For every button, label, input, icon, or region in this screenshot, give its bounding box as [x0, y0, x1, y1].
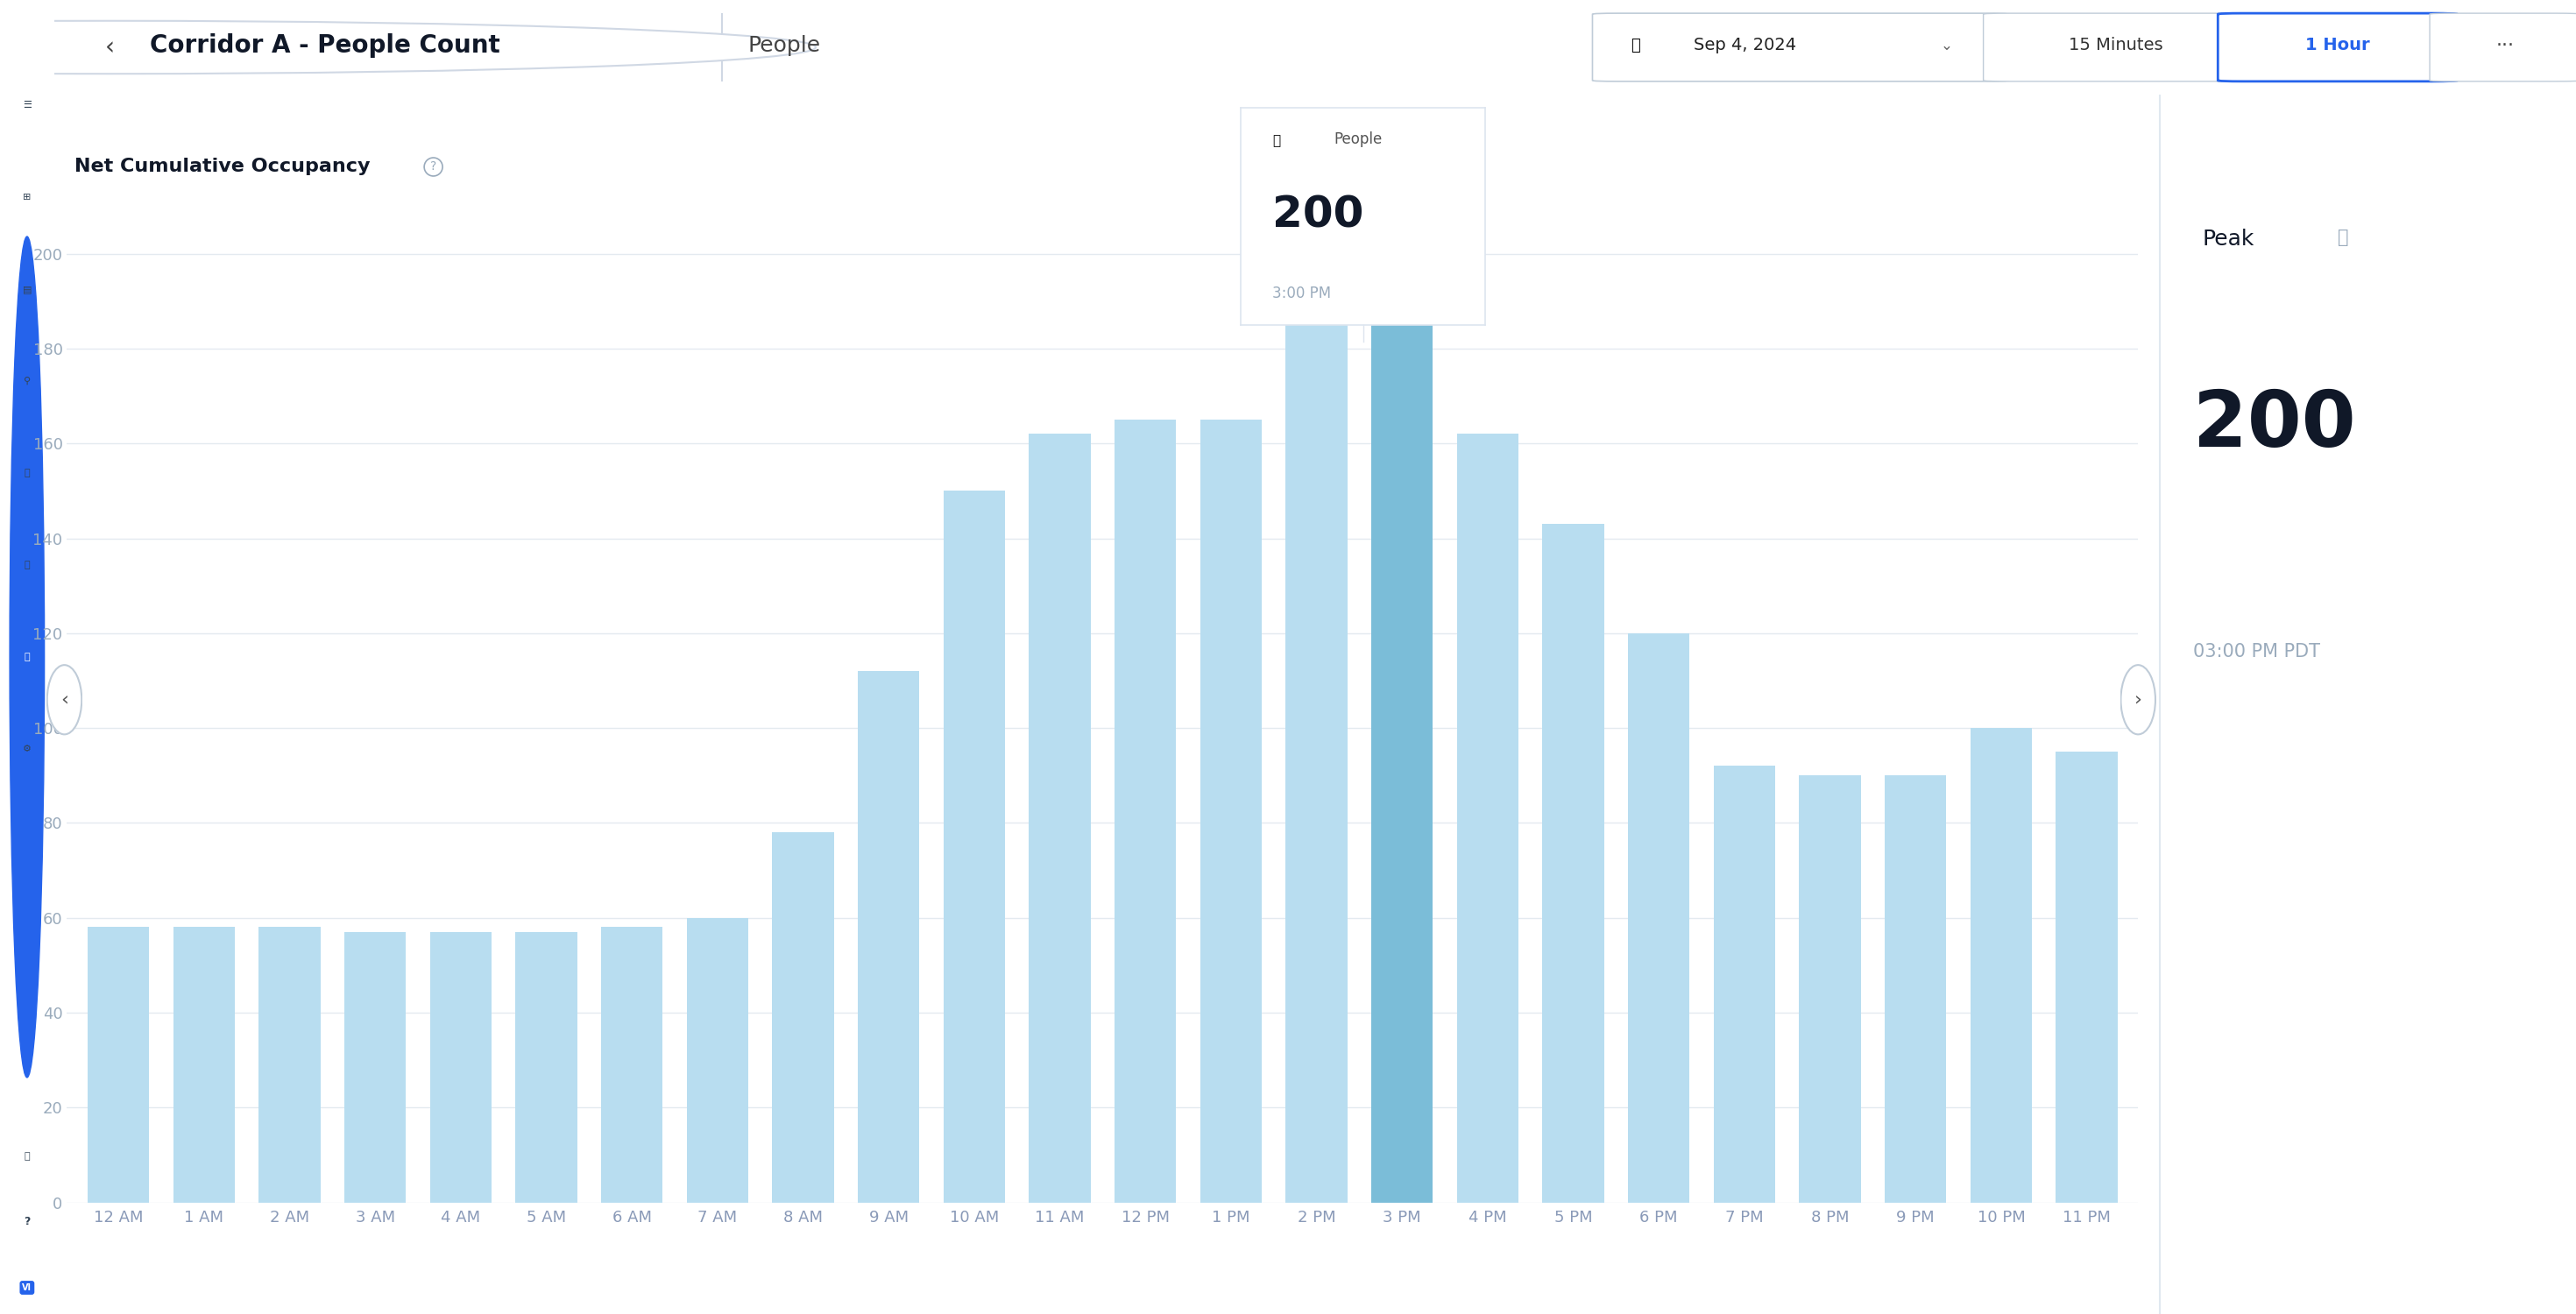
Text: ›: ›	[2133, 691, 2143, 708]
Bar	[1285, 325, 1347, 1202]
Bar	[1971, 728, 2032, 1202]
Text: 200: 200	[2192, 388, 2357, 464]
Text: 3:00 PM: 3:00 PM	[1273, 285, 1332, 301]
Text: Peak: Peak	[2202, 229, 2254, 250]
Text: ⚙: ⚙	[23, 745, 31, 753]
Bar	[1028, 434, 1090, 1202]
Bar	[773, 832, 835, 1202]
Bar	[600, 928, 662, 1202]
FancyBboxPatch shape	[2429, 13, 2576, 81]
Text: 🗓: 🗓	[1631, 38, 1641, 54]
FancyBboxPatch shape	[1984, 13, 2249, 81]
Text: 🚌: 🚌	[23, 561, 31, 569]
Text: People: People	[747, 35, 819, 57]
Text: ⌄: ⌄	[1940, 38, 1953, 54]
Text: Corridor A - People Count: Corridor A - People Count	[149, 33, 500, 58]
Text: 👤: 👤	[23, 469, 31, 477]
Circle shape	[10, 237, 44, 1077]
Bar	[1458, 434, 1517, 1202]
Text: ⚲: ⚲	[23, 377, 31, 385]
Text: People: People	[1334, 131, 1383, 147]
Bar	[258, 928, 319, 1202]
Text: ▤: ▤	[23, 285, 31, 293]
Text: ?: ?	[430, 160, 435, 173]
Text: 🔔: 🔔	[23, 1152, 31, 1160]
Bar	[430, 932, 492, 1202]
Text: ⊞: ⊞	[23, 193, 31, 201]
Text: 15 Minutes: 15 Minutes	[2069, 37, 2164, 54]
Text: 1 Hour: 1 Hour	[2306, 37, 2370, 54]
Bar	[1886, 775, 1947, 1202]
Bar	[88, 928, 149, 1202]
Bar	[345, 932, 407, 1202]
Bar	[943, 491, 1005, 1202]
FancyBboxPatch shape	[1592, 13, 2009, 81]
Text: Sep 4, 2024: Sep 4, 2024	[1692, 37, 1795, 54]
Text: 200: 200	[1273, 194, 1365, 237]
Text: ‹: ‹	[106, 35, 113, 59]
Bar	[1628, 633, 1690, 1202]
Text: VI: VI	[23, 1284, 31, 1292]
Bar	[173, 928, 234, 1202]
Text: ☰: ☰	[23, 101, 31, 109]
Bar	[1798, 775, 1860, 1202]
Circle shape	[2120, 665, 2156, 735]
Bar	[1370, 254, 1432, 1202]
Text: 📊: 📊	[23, 653, 31, 661]
Circle shape	[0, 21, 817, 74]
Text: ⓘ: ⓘ	[2339, 229, 2349, 246]
Bar	[1200, 419, 1262, 1202]
Text: Net Cumulative Occupancy: Net Cumulative Occupancy	[75, 158, 371, 176]
Bar	[688, 917, 747, 1202]
Bar	[1115, 419, 1177, 1202]
Text: ···: ···	[2496, 37, 2514, 54]
Circle shape	[46, 665, 82, 735]
Bar	[858, 671, 920, 1202]
Text: ?: ?	[23, 1217, 31, 1227]
FancyBboxPatch shape	[2218, 13, 2458, 81]
Text: ‹: ‹	[59, 691, 70, 708]
Text: 👤: 👤	[1273, 134, 1280, 147]
Text: 03:00 PM PDT: 03:00 PM PDT	[2192, 644, 2321, 661]
Bar	[1543, 524, 1605, 1202]
Bar	[2056, 752, 2117, 1202]
Bar	[515, 932, 577, 1202]
Bar	[1713, 766, 1775, 1202]
